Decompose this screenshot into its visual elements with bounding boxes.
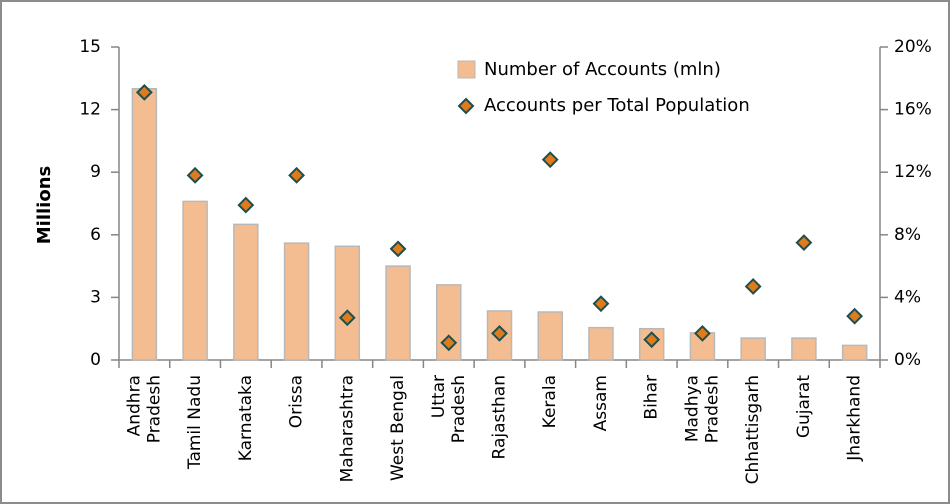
- x-tick-label-line: Rajasthan: [490, 375, 510, 460]
- bar: [182, 200, 208, 361]
- y-axis-label: Millions: [34, 166, 55, 245]
- x-tick-label-line: Madhya: [682, 375, 702, 442]
- x-tick-label: West Bengal: [388, 375, 408, 481]
- x-tick-label: AndhraPradesh: [124, 375, 164, 443]
- y2-tick-label: 20%: [894, 37, 932, 57]
- diamond-marker: [694, 324, 711, 342]
- x-tick-label-line: Orissa: [287, 375, 307, 428]
- x-tick-label-line: Maharashtra: [337, 375, 357, 482]
- x-tick-label: UttarPradesh: [429, 375, 469, 443]
- legend-swatch: [457, 97, 475, 115]
- y-tick-label: 6: [90, 225, 101, 245]
- x-tick-label-line: Pradesh: [144, 375, 164, 443]
- diamond-marker: [288, 166, 305, 184]
- y2-tick-label: 16%: [894, 100, 932, 120]
- x-tick-label-line: Chhattisgarh: [743, 375, 763, 484]
- x-tick-label: Maharashtra: [337, 375, 357, 482]
- x-tick-label: Chhattisgarh: [743, 375, 763, 484]
- bar: [233, 223, 259, 361]
- y2-tick-label: 8%: [894, 225, 921, 245]
- bar: [334, 245, 361, 361]
- diamond-marker: [338, 309, 356, 327]
- bar: [283, 242, 310, 361]
- y2-tick-label: 4%: [894, 287, 921, 307]
- bar: [841, 344, 868, 361]
- diamond-marker: [795, 234, 813, 252]
- legend-label: Number of Accounts (mln): [484, 59, 721, 80]
- legend-swatch: [457, 60, 476, 79]
- x-tick-label: Kerala: [540, 375, 560, 428]
- diamond-marker: [541, 151, 559, 169]
- x-tick-label-line: Gujarat: [794, 375, 814, 438]
- diamond-marker: [186, 166, 204, 184]
- x-tick-label: MadhyaPradesh: [682, 375, 722, 443]
- diamond-marker: [135, 83, 153, 101]
- x-tick-label-line: Uttar: [429, 375, 449, 418]
- y-tick-label: 3: [90, 287, 101, 307]
- bar: [385, 265, 411, 361]
- y2-tick-label: 0%: [894, 350, 921, 370]
- x-tick-label: Gujarat: [794, 375, 814, 438]
- diamond-marker: [643, 331, 661, 349]
- bar: [131, 87, 158, 361]
- x-tick-label: Assam: [591, 375, 611, 431]
- bar: [537, 311, 563, 361]
- diamond-marker: [237, 196, 255, 214]
- x-tick-label-line: Kerala: [540, 375, 560, 428]
- diamond-marker: [846, 307, 864, 325]
- x-tick-label-line: West Bengal: [388, 375, 408, 481]
- diamond-marker: [491, 324, 508, 342]
- x-tick-label-line: Karnataka: [236, 375, 256, 461]
- bar: [588, 326, 614, 361]
- y-tick-label: 9: [90, 162, 101, 182]
- x-tick-label-line: Pradesh: [702, 375, 722, 443]
- diamond-marker: [592, 295, 610, 313]
- x-tick-label-line: Assam: [591, 375, 611, 431]
- x-tick-label-line: Jharkhand: [845, 375, 865, 462]
- diamond-marker: [440, 334, 458, 352]
- bar: [740, 337, 766, 361]
- x-tick-label-line: Andhra: [124, 375, 144, 436]
- x-tick-label-line: Tamil Nadu: [185, 375, 205, 470]
- diamond-marker: [744, 278, 762, 295]
- y-tick-label: 0: [90, 350, 101, 370]
- diamond-marker: [389, 240, 407, 258]
- y-tick-label: 12: [79, 100, 101, 120]
- bar: [436, 284, 462, 361]
- x-tick-label: Karnataka: [236, 375, 256, 461]
- x-tick-label: Orissa: [287, 375, 307, 428]
- x-tick-label-line: Pradesh: [449, 375, 469, 443]
- x-tick-label: Tamil Nadu: [185, 375, 205, 470]
- bar: [791, 337, 817, 361]
- x-tick-label: Jharkhand: [845, 375, 865, 462]
- x-tick-label-line: Bihar: [642, 375, 662, 420]
- x-tick-label: Bihar: [642, 375, 662, 420]
- y2-tick-label: 12%: [894, 162, 932, 182]
- x-tick-label: Rajasthan: [490, 375, 510, 460]
- y-tick-label: 15: [79, 37, 101, 57]
- legend-label: Accounts per Total Population: [484, 95, 750, 116]
